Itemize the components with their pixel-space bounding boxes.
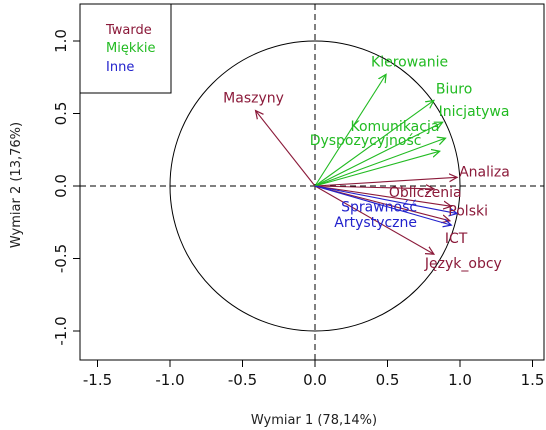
label-biuro: Biuro (436, 81, 472, 97)
arrow-biuro (314, 100, 434, 187)
arrow-komunikacja (314, 138, 446, 187)
label-dyspozycyjnosc: Dyspozycyjność (310, 133, 422, 149)
y-tick-label: -0.5 (52, 244, 70, 273)
x-tick-label: 0.0 (303, 371, 327, 389)
legend-item: Twarde (105, 23, 152, 38)
arrow-analiza (314, 177, 457, 187)
label-maszyny: Maszyny (223, 91, 284, 107)
label-analiza: Analiza (459, 164, 510, 180)
label-ict: ICT (445, 231, 468, 247)
y-axis-title: Wymiar 2 (13,76%) (9, 122, 24, 248)
label-kierowanie: Kierowanie (371, 54, 448, 70)
legend: Twarde Miękkie Inne (79, 3, 172, 94)
arrow-maszyny (256, 111, 316, 187)
label-sprawnosc: Sprawność (341, 200, 417, 216)
y-tick-label: 0.5 (52, 102, 70, 126)
arrow-sprawnosc (314, 185, 457, 214)
arrow-artystyczne (314, 185, 451, 225)
y-tick-label: -1.0 (52, 316, 70, 345)
x-tick-label: 1.5 (521, 371, 545, 389)
label-polski: Polski (448, 203, 488, 219)
arrow-jezyk-obcy (314, 185, 434, 254)
y-tick-label: 0.0 (52, 174, 70, 198)
arrow-kierowanie (314, 74, 386, 187)
label-inicjatywa: Inicjatywa (439, 104, 510, 120)
plot-frame (79, 3, 545, 361)
x-tick-label: -0.5 (228, 371, 257, 389)
label-artystyczne: Artystyczne (334, 215, 417, 231)
legend-box (79, 3, 172, 94)
x-tick-label: 0.5 (376, 371, 400, 389)
arrow-polski (314, 185, 451, 206)
x-tick-label: -1.5 (83, 371, 112, 389)
legend-item: Miękkie (106, 41, 156, 56)
legend-item: Inne (106, 60, 134, 75)
x-tick-label: 1.0 (448, 371, 472, 389)
arrow-dyspozycyjnosc (314, 151, 440, 187)
arrow-obliczenia (314, 186, 434, 189)
x-tick-label: -1.0 (155, 371, 184, 389)
arrow-ict (314, 185, 450, 221)
label-komunikacja: Komunikacja (351, 119, 440, 135)
x-axis-title: Wymiar 1 (78,14%) (251, 413, 377, 428)
arrow-inicjatywa (314, 122, 443, 187)
y-tick-label: 1.0 (52, 29, 70, 53)
unit-circle (169, 40, 461, 332)
label-obliczenia: Obliczenia (389, 185, 462, 201)
label-jezyk-obcy: Język_obcy (424, 256, 502, 272)
